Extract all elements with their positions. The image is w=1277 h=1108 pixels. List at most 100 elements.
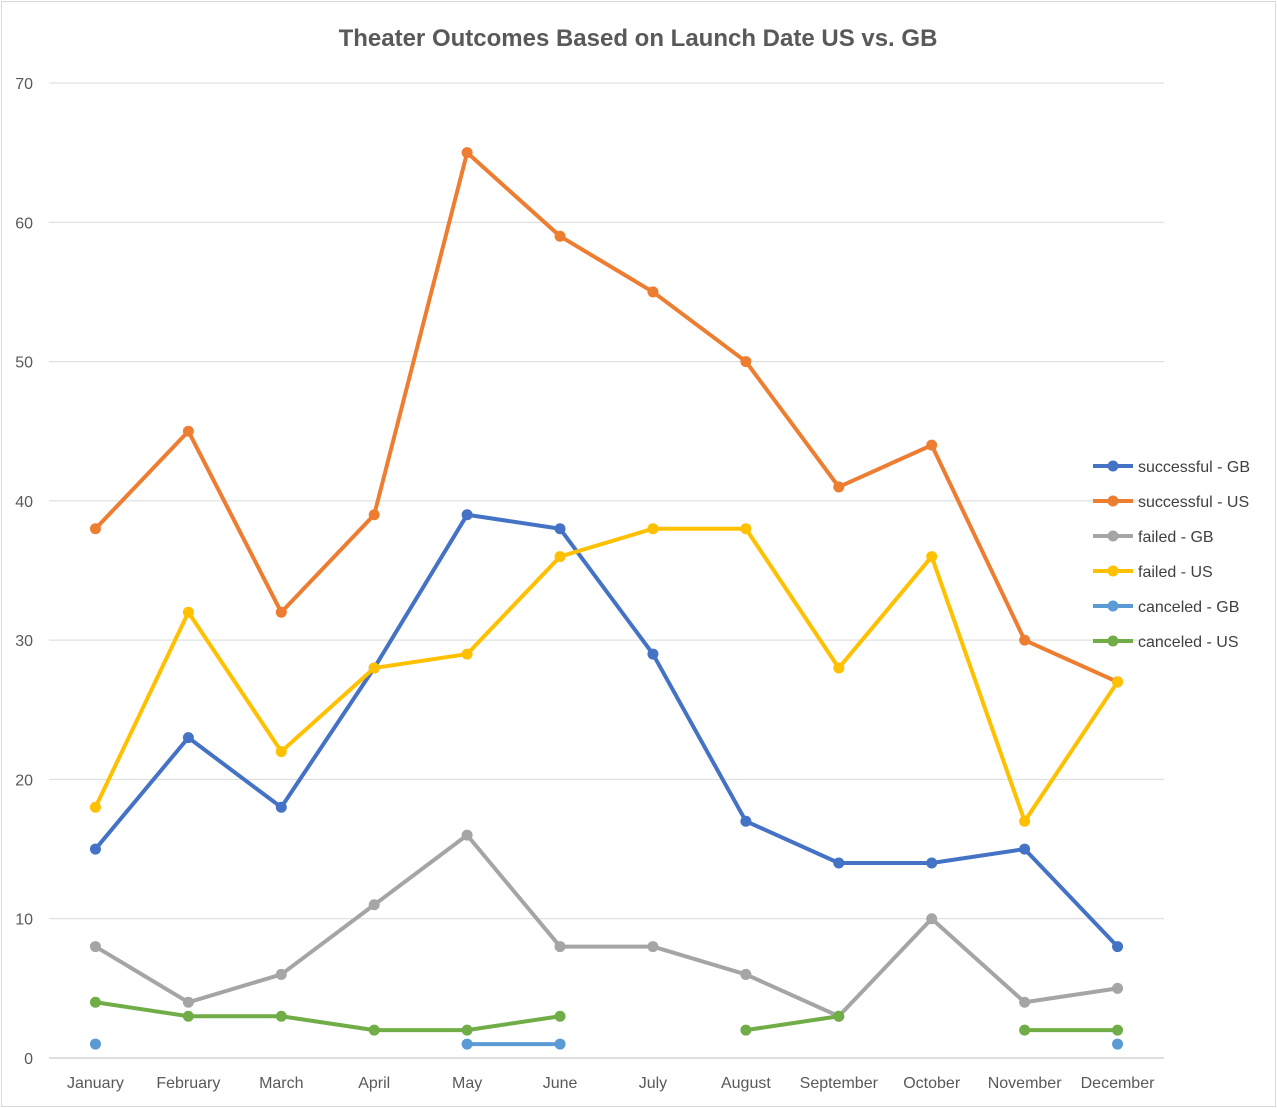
- legend-item: canceled - GB: [1093, 599, 1239, 616]
- data-point: [926, 857, 938, 869]
- data-point: [833, 1010, 845, 1022]
- data-point: [461, 147, 473, 159]
- data-point: [833, 662, 845, 674]
- data-point: [275, 606, 287, 618]
- data-point: [1019, 634, 1031, 646]
- x-tick-label: December: [1081, 1075, 1155, 1092]
- data-point: [182, 425, 194, 437]
- data-point: [647, 523, 659, 535]
- data-point: [275, 746, 287, 758]
- data-point: [1112, 676, 1124, 688]
- data-point: [554, 551, 566, 563]
- data-point: [89, 941, 101, 953]
- series-1: [89, 147, 1124, 688]
- data-point: [461, 1024, 473, 1036]
- data-point: [275, 968, 287, 980]
- data-point: [740, 968, 752, 980]
- legend: successful - GB successful - US failed - G…: [1093, 459, 1250, 651]
- series-5: [89, 996, 1124, 1036]
- legend-label: successful - GB: [1138, 459, 1250, 476]
- series-line: [93, 150, 1120, 684]
- data-point: [554, 1010, 566, 1022]
- x-tick-label: August: [721, 1075, 771, 1092]
- y-tick-label: 40: [15, 494, 33, 511]
- data-point: [1019, 1024, 1031, 1036]
- legend-item: failed - US: [1093, 564, 1213, 581]
- y-tick-label: 20: [15, 772, 33, 789]
- data-point: [740, 356, 752, 368]
- y-tick-label: 30: [15, 633, 33, 650]
- series-group: [89, 147, 1124, 1050]
- x-tick-label: June: [543, 1075, 578, 1092]
- x-tick-label: March: [259, 1075, 303, 1092]
- series-line: [93, 833, 1120, 1019]
- data-point: [368, 509, 380, 521]
- series-4: [89, 1038, 1124, 1050]
- data-point: [182, 996, 194, 1008]
- series-0: [89, 509, 1124, 953]
- series-3: [89, 523, 1124, 827]
- legend-swatch-marker: [1107, 635, 1119, 647]
- legend-label: successful - US: [1138, 494, 1249, 511]
- data-point: [833, 481, 845, 493]
- data-point: [89, 1038, 101, 1050]
- data-point: [926, 439, 938, 451]
- data-point: [89, 801, 101, 813]
- legend-swatch-marker: [1107, 565, 1119, 577]
- data-point: [1112, 1024, 1124, 1036]
- legend-item: canceled - US: [1093, 634, 1239, 651]
- data-point: [926, 551, 938, 563]
- data-point: [461, 509, 473, 521]
- chart-title: Theater Outcomes Based on Launch Date US…: [339, 25, 938, 52]
- data-point: [368, 1024, 380, 1036]
- legend-label: canceled - GB: [1138, 599, 1239, 616]
- x-tick-label: February: [156, 1075, 220, 1092]
- data-point: [275, 1010, 287, 1022]
- x-tick-label: July: [639, 1075, 667, 1092]
- legend-swatch-marker: [1107, 600, 1119, 612]
- x-tick-label: September: [800, 1075, 879, 1092]
- data-point: [1112, 1038, 1124, 1050]
- data-point: [740, 523, 752, 535]
- data-point: [833, 857, 845, 869]
- data-point: [461, 829, 473, 841]
- series-line: [743, 1014, 841, 1033]
- legend-swatch-marker: [1107, 495, 1119, 507]
- x-tick-label: May: [452, 1075, 482, 1092]
- data-point: [368, 899, 380, 911]
- legend-item: successful - US: [1093, 494, 1249, 511]
- data-point: [275, 801, 287, 813]
- data-point: [89, 523, 101, 535]
- data-point: [182, 606, 194, 618]
- series-line: [93, 1000, 563, 1033]
- x-tick-label: January: [67, 1075, 124, 1092]
- data-point: [1112, 982, 1124, 994]
- gridlines: [49, 82, 1164, 1059]
- y-tick-label: 10: [15, 912, 33, 929]
- y-tick-label: 70: [15, 76, 33, 93]
- legend-label: failed - GB: [1138, 529, 1214, 546]
- x-tick-label: November: [988, 1075, 1062, 1092]
- data-point: [461, 648, 473, 660]
- data-point: [461, 1038, 473, 1050]
- data-point: [554, 230, 566, 242]
- series-line: [93, 526, 1120, 824]
- y-tick-label: 50: [15, 355, 33, 372]
- y-tick-label: 60: [15, 215, 33, 232]
- y-tick-label: 0: [24, 1051, 33, 1068]
- data-point: [368, 662, 380, 674]
- x-tick-label: April: [358, 1075, 390, 1092]
- legend-item: successful - GB: [1093, 459, 1250, 476]
- data-point: [182, 1010, 194, 1022]
- data-point: [926, 913, 938, 925]
- data-point: [1112, 941, 1124, 953]
- data-point: [554, 523, 566, 535]
- data-point: [554, 1038, 566, 1050]
- legend-swatch-marker: [1107, 530, 1119, 542]
- data-point: [1019, 996, 1031, 1008]
- data-point: [647, 941, 659, 953]
- data-point: [740, 815, 752, 827]
- y-axis-ticks: 0 10 20 30 40 50 60 70: [15, 76, 33, 1068]
